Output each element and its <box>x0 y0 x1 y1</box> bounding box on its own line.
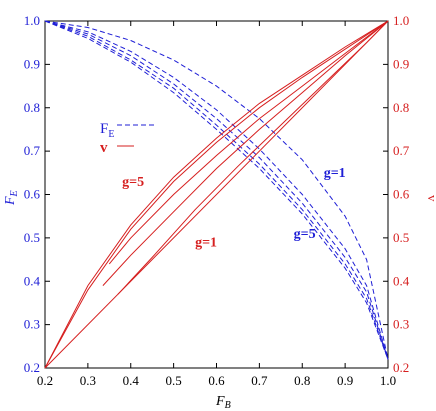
annotation-label: g=1 <box>324 166 346 181</box>
x-tick-label: 0.6 <box>208 373 225 388</box>
y-tick-label-left: 0.2 <box>24 360 40 375</box>
x-tick-label: 0.2 <box>37 373 53 388</box>
y-tick-label-right: 0.8 <box>393 100 409 115</box>
y-axis-label-right: v <box>425 195 436 202</box>
fe-series-line <box>44 20 389 360</box>
y-tick-label-right: 0.4 <box>393 273 410 288</box>
legend: FE v <box>100 121 154 156</box>
x-tick-label: 0.3 <box>80 373 96 388</box>
x-tick-label: 0.7 <box>251 373 268 388</box>
y-tick-label-right: 0.2 <box>393 360 409 375</box>
annotation-label: g=5 <box>294 227 316 242</box>
x-tick-label: 0.5 <box>166 373 182 388</box>
y-axis-label-left-sub: E <box>9 190 20 197</box>
y-tick-label-left: 0.6 <box>24 187 41 202</box>
y-tick-label-left: 1.0 <box>24 13 40 28</box>
y-tick-label-right: 1.0 <box>393 13 409 28</box>
x-axis-label-sub: B <box>225 400 231 411</box>
x-tick-label: 0.4 <box>123 373 140 388</box>
y-tick-label-right: 0.7 <box>393 143 410 158</box>
ticks: 0.2 0.3 0.4 0.5 0.6 0.7 0.8 0.9 1.00.2 0.20.3 0.30… <box>24 13 410 388</box>
y-axis-label-left-main: F <box>3 196 18 206</box>
y-tick-label-right: 0.3 <box>393 317 409 332</box>
y-tick-label-left: 0.7 <box>24 143 41 158</box>
v-series-line <box>44 20 389 369</box>
legend-fe-main: F <box>100 121 108 137</box>
y-tick-label-left: 0.4 <box>24 273 41 288</box>
x-axis-label: FB <box>215 394 231 411</box>
y-tick-label-left: 0.9 <box>24 56 40 71</box>
x-tick-label: 0.8 <box>294 373 310 388</box>
legend-fe-label: FE <box>100 121 114 140</box>
y-axis-label-left: FE <box>3 190 20 206</box>
y-tick-label-right: 0.5 <box>393 230 409 245</box>
y-tick-label-left: 0.8 <box>24 100 40 115</box>
v-series-line <box>44 20 389 369</box>
annotations: g=5 g=1 g=1 g=5 <box>122 166 345 250</box>
legend-fe-sub: E <box>108 129 114 140</box>
fe-series-line <box>44 20 389 360</box>
annotation-label: g=5 <box>122 175 144 190</box>
v-series-line <box>44 20 389 369</box>
v-series-line <box>102 20 389 286</box>
series-layer <box>44 20 389 369</box>
y-tick-label-left: 0.5 <box>24 230 40 245</box>
v-series-line <box>108 20 389 265</box>
v-series-line <box>117 20 389 295</box>
legend-v-label: v <box>100 140 108 156</box>
annotation-label: g=1 <box>195 236 217 251</box>
y-tick-label-right: 0.9 <box>393 56 409 71</box>
legend-v-main: v <box>100 140 108 156</box>
x-tick-label: 1.0 <box>380 373 396 388</box>
x-tick-label: 0.9 <box>337 373 353 388</box>
fe-series-line <box>44 20 389 360</box>
y-tick-label-right: 0.6 <box>393 187 410 202</box>
y-tick-label-left: 0.3 <box>24 317 40 332</box>
x-axis-label-main: F <box>215 394 225 409</box>
fe-series-line <box>44 20 389 360</box>
